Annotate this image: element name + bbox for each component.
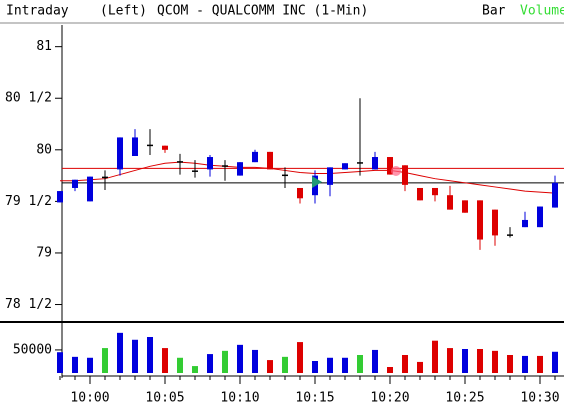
- candle-body: [132, 137, 138, 156]
- candle-body: [447, 195, 453, 210]
- volume-bar: [207, 354, 213, 373]
- candle-body: [177, 161, 183, 163]
- volume-bar: [552, 351, 558, 373]
- volume-bar: [132, 339, 138, 373]
- volume-bar: [297, 342, 303, 373]
- volume-bar: [342, 357, 348, 373]
- volume-bar: [537, 355, 543, 373]
- candle-body: [162, 145, 168, 150]
- volume-bar: [237, 344, 243, 373]
- volume-bar: [192, 366, 198, 373]
- mode-label: Intraday: [6, 4, 69, 19]
- candle-body: [252, 151, 258, 163]
- volume-bar: [72, 356, 78, 373]
- volume-bar: [147, 337, 153, 373]
- x-tick-label: 10:15: [295, 391, 334, 406]
- x-tick-label: 10:30: [520, 391, 559, 406]
- y-tick-label: 80: [36, 142, 52, 157]
- candle-body: [267, 151, 273, 170]
- x-tick-label: 10:00: [70, 391, 109, 406]
- candle-body: [222, 165, 228, 167]
- volume-bar: [402, 355, 408, 373]
- candle-body: [537, 206, 543, 228]
- candle-body: [372, 157, 378, 170]
- candle-body: [192, 170, 198, 172]
- candle-body: [327, 167, 333, 185]
- volume-bar: [387, 367, 393, 373]
- marker: [391, 166, 401, 176]
- candle-body: [417, 187, 423, 201]
- style-label: Bar: [482, 4, 506, 19]
- candle-body: [102, 176, 108, 179]
- volume-bar: [417, 361, 423, 373]
- volume-bar: [507, 355, 513, 373]
- candle-body: [522, 219, 528, 228]
- candle-body: [237, 162, 243, 176]
- candle-body: [402, 165, 408, 185]
- candle-body: [207, 157, 213, 170]
- volume-bar: [252, 349, 258, 373]
- volume-bar: [327, 357, 333, 373]
- x-tick-label: 10:10: [220, 391, 259, 406]
- candle-body: [507, 234, 513, 236]
- volume-bar: [447, 348, 453, 373]
- side-label: (Left): [100, 4, 147, 19]
- y-tick-label: 79: [36, 245, 52, 260]
- chart-title: QCOM - QUALCOMM INC (1-Min): [157, 4, 368, 19]
- volume-bar: [462, 349, 468, 373]
- candle-body: [117, 137, 123, 170]
- volume-bar: [162, 348, 168, 373]
- candle-body: [552, 182, 558, 208]
- volume-bar: [522, 355, 528, 373]
- candle-body: [387, 157, 393, 175]
- volume-bar: [282, 356, 288, 373]
- candle-body: [432, 187, 438, 196]
- volume-bar: [117, 332, 123, 373]
- y-tick-label: 50000: [13, 342, 52, 357]
- marker: [312, 176, 322, 188]
- candle-body: [342, 163, 348, 170]
- volume-label: Volume: [520, 4, 564, 19]
- candle-body: [492, 209, 498, 236]
- x-tick-label: 10:20: [370, 391, 409, 406]
- candle-body: [57, 191, 63, 203]
- candle-body: [72, 179, 78, 188]
- moving-average: [60, 161, 556, 194]
- volume-bar: [357, 355, 363, 373]
- candle-body: [282, 174, 288, 177]
- volume-bar: [312, 361, 318, 373]
- y-tick-label: 79 1/2: [5, 194, 52, 209]
- y-tick-label: 78 1/2: [5, 297, 52, 312]
- x-tick-label: 10:25: [445, 391, 484, 406]
- y-tick-label: 80 1/2: [5, 91, 52, 106]
- volume-bar: [372, 349, 378, 373]
- volume-bar: [267, 360, 273, 373]
- volume-bar: [492, 350, 498, 373]
- volume-bar: [222, 350, 228, 373]
- volume-bar: [102, 348, 108, 373]
- candle-body: [462, 200, 468, 213]
- volume-bar: [57, 352, 63, 373]
- candle-body: [477, 200, 483, 240]
- x-tick-label: 10:05: [145, 391, 184, 406]
- candle-body: [357, 162, 363, 164]
- volume-bar: [432, 340, 438, 373]
- volume-bar: [477, 349, 483, 373]
- volume-bar: [87, 357, 93, 373]
- candle-body: [297, 187, 303, 199]
- volume-bar: [177, 357, 183, 373]
- y-tick-label: 81: [36, 39, 52, 54]
- candle-body: [147, 144, 153, 147]
- candle-body: [87, 176, 93, 202]
